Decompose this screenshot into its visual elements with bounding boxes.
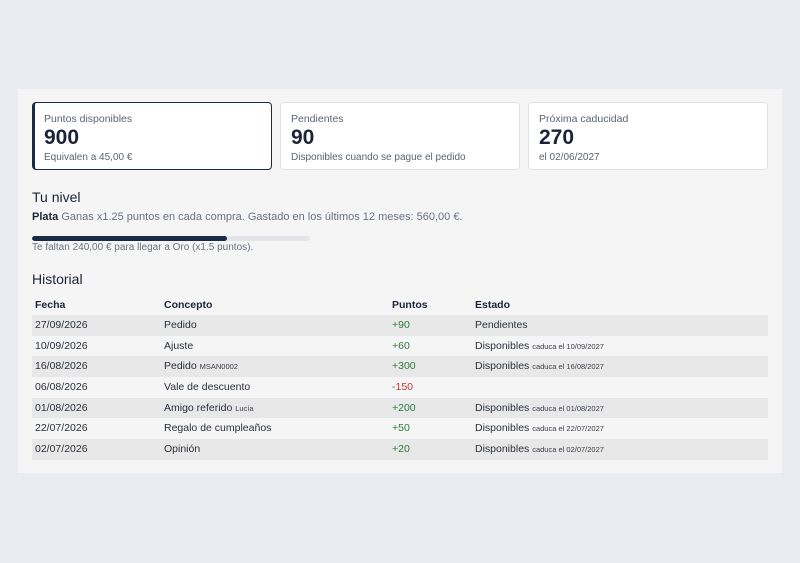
points-panel: Puntos disponibles 900 Equivalen a 45,00… — [18, 89, 782, 473]
card-pending-points[interactable]: Pendientes 90 Disponibles cuando se pagu… — [280, 102, 520, 170]
table-body: 27/09/2026 Pedido +90 Pendientes 10/09/202… — [32, 315, 768, 460]
row-status-detail: caduca el 22/07/2027 — [532, 424, 604, 434]
row-concept-label: Vale de descuento — [164, 381, 251, 394]
row-points: +60 — [392, 339, 410, 352]
row-concept-label: Opinión — [164, 443, 201, 456]
row-status-label: Disponibles — [475, 339, 530, 352]
history-table: Fecha Concepto Puntos Estado 27/09/2026 P… — [32, 295, 768, 460]
row-points: +300 — [392, 360, 416, 373]
row-status: Disponibles caduca el 16/08/2027 — [475, 356, 604, 378]
row-concept: Pedido — [164, 315, 197, 337]
row-date: 01/08/2026 — [35, 401, 88, 414]
row-status: Disponibles caduca el 02/07/2027 — [475, 439, 604, 461]
row-concept-detail: Lucía — [235, 403, 254, 413]
row-concept: Vale de descuento — [164, 377, 250, 399]
level-heading: Tu nivel — [32, 189, 81, 205]
row-concept: Amigo referido Lucía — [164, 398, 254, 420]
table-header: Fecha Concepto Puntos Estado — [32, 295, 768, 315]
table-row: 10/09/2026 Ajuste +60 Disponibles caduca e… — [32, 336, 768, 357]
table-row: 22/07/2026 Regalo de cumpleaños +50 Dispon… — [32, 418, 768, 439]
header-points: Puntos — [392, 299, 428, 311]
row-status: Pendientes — [475, 315, 528, 337]
card-label: Puntos disponibles — [44, 113, 133, 125]
row-status: Disponibles caduca el 10/09/2027 — [475, 336, 604, 358]
card-label: Próxima caducidad — [539, 113, 629, 125]
row-concept-label: Amigo referido — [164, 401, 233, 414]
row-concept-detail: MSAN0002 — [199, 362, 238, 372]
level-progress-bar — [32, 236, 310, 241]
row-points: +20 — [392, 443, 410, 456]
card-value: 270 — [539, 126, 575, 149]
row-points: -150 — [392, 381, 414, 394]
table-row: 27/09/2026 Pedido +90 Pendientes — [32, 315, 768, 336]
table-row: 06/08/2026 Vale de descuento -150 — [32, 377, 768, 398]
level-description: Ganas x1.25 puntos en cada compra. Gasta… — [61, 211, 463, 223]
row-date: 02/07/2026 — [35, 443, 88, 456]
level-progress-fill — [32, 236, 227, 241]
row-status-detail: caduca el 01/08/2027 — [532, 403, 604, 413]
row-status-detail: caduca el 02/07/2027 — [532, 445, 604, 455]
row-concept-label: Pedido — [164, 319, 197, 331]
summary-cards: Puntos disponibles 900 Equivalen a 45,00… — [32, 102, 768, 172]
row-status-label: Disponibles — [475, 422, 530, 435]
card-subtext: el 02/06/2027 — [539, 152, 600, 163]
card-label: Pendientes — [291, 113, 344, 125]
row-status: Disponibles caduca el 01/08/2027 — [475, 398, 604, 420]
level-name: Plata — [32, 211, 59, 223]
row-date: 16/08/2026 — [35, 360, 88, 373]
row-status-label: Disponibles — [475, 443, 530, 456]
row-concept-label: Regalo de cumpleaños — [164, 422, 272, 435]
row-status-label: Pendientes — [475, 319, 528, 331]
row-points: +50 — [392, 422, 410, 435]
card-available-points[interactable]: Puntos disponibles 900 Equivalen a 45,00… — [32, 102, 272, 170]
row-date: 27/09/2026 — [35, 319, 88, 331]
header-date: Fecha — [35, 299, 66, 311]
header-status: Estado — [475, 299, 511, 311]
card-value: 900 — [44, 126, 80, 149]
row-status: Disponibles caduca el 22/07/2027 — [475, 418, 604, 440]
row-points: +90 — [392, 319, 410, 331]
level-progress-text: Te faltan 240,00 € para llegar a Oro (x1… — [32, 242, 254, 253]
row-date: 06/08/2026 — [35, 381, 88, 394]
row-status-label: Disponibles — [475, 401, 530, 414]
table-row: 02/07/2026 Opinión +20 Disponibles caduca … — [32, 439, 768, 460]
card-value: 90 — [291, 126, 315, 149]
card-subtext: Disponibles cuando se pague el pedido — [291, 152, 466, 163]
row-date: 22/07/2026 — [35, 422, 88, 435]
row-concept: Regalo de cumpleaños — [164, 418, 271, 440]
row-status-detail: caduca el 16/08/2027 — [532, 362, 604, 372]
row-status-detail: caduca el 10/09/2027 — [532, 341, 604, 351]
table-row: 16/08/2026 Pedido MSAN0002 +300 Disponibles… — [32, 356, 768, 378]
row-date: 10/09/2026 — [35, 339, 88, 352]
card-subtext: Equivalen a 45,00 € — [44, 152, 133, 163]
row-concept-label: Pedido — [164, 360, 197, 373]
table-row: 01/08/2026 Amigo referido Lucía +200 Dispon… — [32, 397, 768, 420]
level-summary: Plata Ganas x1.25 puntos en cada compra.… — [32, 211, 463, 223]
row-points: +200 — [392, 401, 416, 414]
card-next-expiry[interactable]: Próxima caducidad 270 el 02/06/2027 — [528, 102, 768, 170]
row-status-label: Disponibles — [475, 360, 530, 373]
row-concept: Pedido MSAN0002 — [164, 356, 238, 378]
row-concept: Opinión — [164, 439, 200, 461]
history-heading: Historial — [32, 271, 83, 287]
header-concept: Concepto — [164, 299, 213, 311]
row-concept-label: Ajuste — [164, 339, 194, 352]
row-concept: Ajuste — [164, 336, 193, 358]
